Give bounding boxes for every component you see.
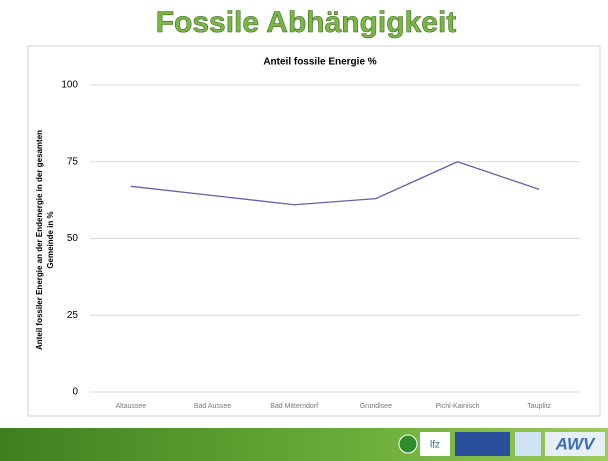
logo-box xyxy=(515,432,541,456)
chart-frame xyxy=(27,45,601,417)
chart-title: Anteil fossile Energie % xyxy=(263,57,376,68)
x-tick-label: Bad Mitterndorf xyxy=(270,403,318,410)
logo-icon xyxy=(398,434,418,454)
logo-box xyxy=(545,432,605,456)
y-tick-label: 75 xyxy=(67,156,79,167)
logo-text: lfz xyxy=(430,440,440,451)
logo-text: AWV xyxy=(555,434,596,453)
x-tick-label: Grundlsee xyxy=(360,403,392,410)
x-tick-label: Tauplitz xyxy=(527,403,551,410)
logo-box xyxy=(455,432,510,456)
y-axis-label: Anteil fossiler Energie an der Endenergi… xyxy=(35,130,44,350)
line-series xyxy=(130,161,540,206)
x-tick-label: Pichl-Kainisch xyxy=(436,403,480,410)
x-tick-label: Altaussee xyxy=(115,403,146,410)
x-tick-label: Bad Aussee xyxy=(194,403,231,410)
y-axis-label: Gemeinde in % xyxy=(46,211,55,268)
logo-box xyxy=(420,432,450,456)
y-tick-label: 0 xyxy=(72,387,78,398)
y-tick-label: 50 xyxy=(67,233,79,244)
slide-title: Fossile Abhängigkeit xyxy=(156,6,457,39)
y-tick-label: 25 xyxy=(67,310,79,321)
y-tick-label: 100 xyxy=(61,80,78,91)
